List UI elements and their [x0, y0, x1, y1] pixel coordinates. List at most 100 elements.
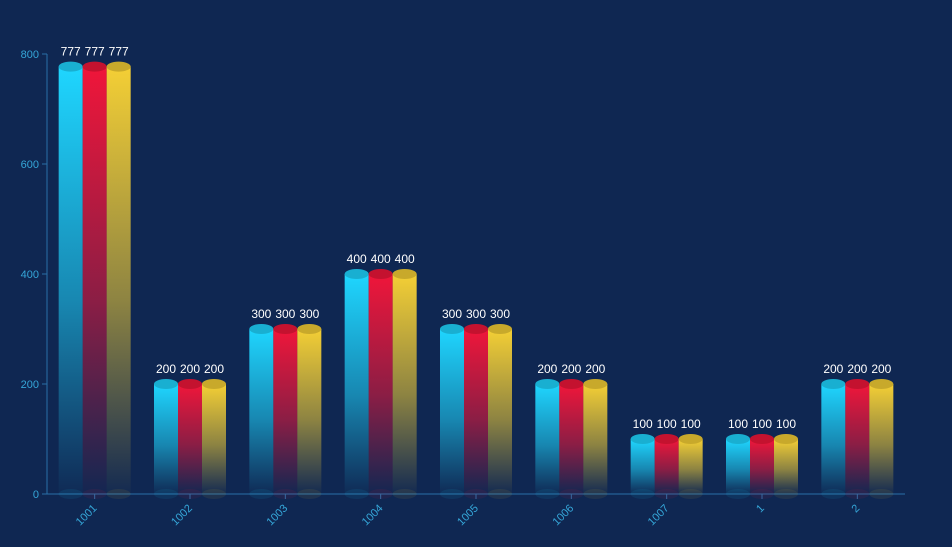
bar-cap — [344, 269, 369, 279]
bar[interactable] — [58, 66, 83, 495]
y-tick-label: 200 — [21, 379, 39, 391]
data-label: 100 — [752, 417, 772, 431]
bar-base — [249, 489, 274, 499]
bar-cap-shade — [726, 434, 750, 444]
bar-cap-shade — [559, 379, 584, 389]
data-label: 200 — [537, 362, 557, 376]
data-label: 200 — [847, 362, 867, 376]
bar-cap — [821, 379, 846, 389]
x-tick-label: 1007 — [646, 502, 672, 528]
bar-cap — [559, 379, 584, 389]
bar-cap-shade — [488, 324, 512, 334]
data-label: 777 — [109, 45, 129, 59]
bar-cap — [368, 269, 393, 279]
bar-base — [559, 489, 584, 499]
bar-base — [869, 489, 894, 499]
bar[interactable] — [82, 66, 107, 495]
bar-cap-shade — [178, 379, 202, 389]
bar-cap-shade — [154, 379, 178, 389]
bar[interactable] — [869, 384, 894, 494]
data-label: 200 — [180, 362, 200, 376]
bar-cap — [58, 61, 83, 72]
bar[interactable] — [464, 329, 488, 494]
bar-base — [273, 489, 298, 499]
bar[interactable] — [273, 329, 298, 494]
bar[interactable] — [202, 384, 226, 494]
bar[interactable] — [821, 384, 846, 494]
bar-base — [82, 489, 107, 499]
bar-cap-shade — [249, 324, 274, 334]
bar-base — [154, 489, 178, 499]
y-tick-label: 600 — [21, 159, 39, 171]
bar-cap-shade — [869, 379, 894, 389]
bar-cap-shade — [273, 324, 298, 334]
data-label: 200 — [204, 362, 224, 376]
bar-cap-shade — [750, 434, 774, 444]
bar-cap — [488, 324, 512, 334]
bar-cap — [106, 61, 131, 72]
bar-cap-shade — [58, 61, 83, 72]
bar[interactable] — [249, 329, 274, 494]
bar-cap — [654, 434, 679, 444]
bar[interactable] — [583, 384, 608, 494]
bar[interactable] — [488, 329, 512, 494]
bar-cap — [178, 379, 202, 389]
bar-base — [678, 489, 703, 499]
bar-cap — [774, 434, 798, 444]
bar-cap — [535, 379, 560, 389]
bar-cap — [869, 379, 894, 389]
bar-base — [630, 489, 655, 499]
data-label: 777 — [85, 45, 105, 59]
data-label: 400 — [395, 252, 415, 266]
bar[interactable] — [392, 274, 417, 494]
bar-cap-shade — [845, 379, 870, 389]
bar-cap — [464, 324, 488, 334]
bar[interactable] — [368, 274, 393, 494]
bar-cap — [297, 324, 322, 334]
bar-cap — [273, 324, 298, 334]
bar[interactable] — [654, 439, 679, 494]
data-label: 300 — [251, 307, 271, 321]
bar-cap-shade — [344, 269, 369, 279]
bar[interactable] — [154, 384, 178, 494]
data-label: 400 — [371, 252, 391, 266]
bar-cap — [82, 61, 107, 72]
bar[interactable] — [535, 384, 560, 494]
data-label: 300 — [466, 307, 486, 321]
bar-cap-shade — [774, 434, 798, 444]
x-tick-label: 1003 — [264, 502, 290, 528]
bar[interactable] — [750, 439, 774, 494]
bar[interactable] — [678, 439, 703, 494]
data-label: 100 — [776, 417, 796, 431]
data-label: 200 — [871, 362, 891, 376]
x-tick-label: 1004 — [360, 502, 386, 528]
bar[interactable] — [630, 439, 655, 494]
bar[interactable] — [774, 439, 798, 494]
value-labels: 777 777 777 200 200 200 300 300 300 400 400 400 300 3… — [61, 45, 892, 431]
bar-cap-shade — [202, 379, 226, 389]
data-label: 200 — [561, 362, 581, 376]
bar[interactable] — [845, 384, 870, 494]
bar-cap-shade — [583, 379, 608, 389]
bar-cap-shade — [535, 379, 560, 389]
bar[interactable] — [344, 274, 369, 494]
bar-base — [344, 489, 369, 499]
bar[interactable] — [178, 384, 202, 494]
bar[interactable] — [297, 329, 322, 494]
bar-base — [440, 489, 464, 499]
bar-cap — [750, 434, 774, 444]
bar[interactable] — [726, 439, 750, 494]
bar-cap-shade — [630, 434, 655, 444]
data-label: 100 — [633, 417, 653, 431]
bar-base — [488, 489, 512, 499]
bar[interactable] — [559, 384, 584, 494]
bar[interactable] — [106, 66, 131, 495]
bar-base — [392, 489, 417, 499]
bar-cap — [583, 379, 608, 389]
bar[interactable] — [440, 329, 464, 494]
data-label: 100 — [728, 417, 748, 431]
bar-base — [583, 489, 608, 499]
bar-base — [202, 489, 226, 499]
